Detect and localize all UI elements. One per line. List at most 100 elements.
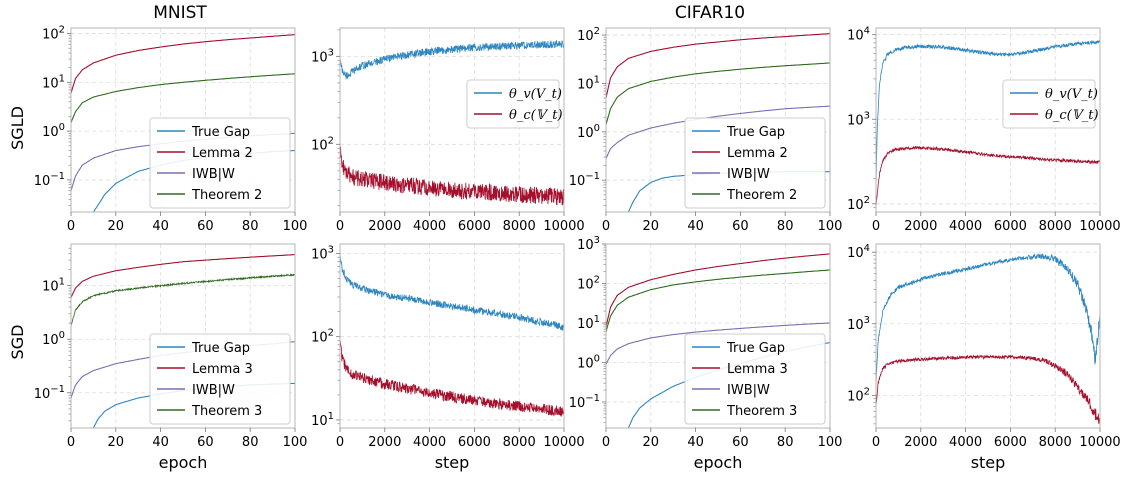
x-tick-label: 20 xyxy=(108,435,125,450)
column-title-cifar10: CIFAR10 xyxy=(675,3,745,23)
y-tick-label: 103 xyxy=(847,315,870,333)
series-line xyxy=(876,253,1100,383)
y-tick-label: 10−1 xyxy=(34,384,65,402)
legend-label: IWB|W xyxy=(192,167,235,182)
series-line xyxy=(606,322,830,365)
x-tick-label: 8000 xyxy=(503,219,536,234)
panel-cifar10-sgd: 0 20 40 60 80 100 10−1 100 101 102 103 epoch True Ga… xyxy=(569,235,843,472)
legend-box xyxy=(466,79,560,129)
x-axis-label: step xyxy=(435,453,470,472)
x-tick-label: 20 xyxy=(108,219,125,234)
x-tick-label: 40 xyxy=(152,219,169,234)
series-line xyxy=(606,105,830,159)
x-tick-label: 10000 xyxy=(543,219,584,234)
axes-frame xyxy=(875,243,1101,429)
x-tick-label: 10000 xyxy=(1079,435,1120,450)
legend-label: True Gap xyxy=(191,125,250,140)
x-tick-label: 100 xyxy=(283,435,308,450)
legend-label: θ_v(V_t) xyxy=(509,87,562,102)
x-tick-label: 100 xyxy=(818,219,843,234)
legend-label: IWB|W xyxy=(727,167,770,182)
legend-label: Lemma 3 xyxy=(727,362,788,377)
series-line xyxy=(340,340,564,417)
x-tick-label: 100 xyxy=(818,435,843,450)
x-tick-label: 20 xyxy=(643,435,660,450)
y-tick-label: 100 xyxy=(577,123,600,141)
x-tick-label: 60 xyxy=(197,435,214,450)
legend: θ_v(V_t) θ_c(𝕍_t) xyxy=(1002,79,1099,129)
x-tick-label: 60 xyxy=(732,435,749,450)
legend-box xyxy=(1002,79,1096,129)
legend: True Gap Lemma 2 IWB|W Theorem 2 xyxy=(149,117,291,209)
panel-mnist-sgld: 0 20 40 60 80 100 10−1 100 101 102 True Gap Lemma 2… xyxy=(34,25,308,234)
legend-label: True Gap xyxy=(191,341,250,356)
series-line xyxy=(71,34,295,94)
legend-label: IWB|W xyxy=(192,383,235,398)
x-tick-label: 8000 xyxy=(503,435,536,450)
y-tick-label: 102 xyxy=(577,26,600,44)
axes-frame xyxy=(339,27,565,213)
y-tick-label: 101 xyxy=(42,73,65,91)
legend-label: True Gap xyxy=(726,341,785,356)
x-tick-label: 2000 xyxy=(368,219,401,234)
y-tick-label: 102 xyxy=(42,25,65,43)
x-tick-label: 0 xyxy=(336,435,344,450)
x-axis-label: step xyxy=(971,453,1006,472)
series-line xyxy=(606,269,830,332)
y-tick-label: 101 xyxy=(42,277,65,295)
legend-box xyxy=(684,333,826,425)
x-tick-label: 40 xyxy=(152,435,169,450)
series-line xyxy=(71,73,295,123)
axes-frame xyxy=(339,243,565,429)
x-tick-label: 6000 xyxy=(458,435,491,450)
y-tick-label: 103 xyxy=(847,110,870,128)
panel-cifar10-sgld: 0 20 40 60 80 100 10−1 100 101 102 True Gap Lemma 2… xyxy=(569,26,843,234)
x-tick-label: 80 xyxy=(777,435,794,450)
legend-box xyxy=(149,333,291,425)
x-tick-label: 4000 xyxy=(949,219,982,234)
axes-frame xyxy=(70,27,296,213)
x-tick-label: 8000 xyxy=(1039,435,1072,450)
y-tick-label: 102 xyxy=(577,275,600,293)
legend-box xyxy=(684,117,826,209)
x-tick-label: 60 xyxy=(197,219,214,234)
x-tick-label: 6000 xyxy=(458,219,491,234)
series-line xyxy=(876,39,1100,190)
x-tick-label: 80 xyxy=(242,219,259,234)
y-tick-label: 102 xyxy=(311,328,334,346)
legend-label: Lemma 2 xyxy=(192,146,253,161)
x-tick-label: 80 xyxy=(242,435,259,450)
y-tick-label: 102 xyxy=(311,135,334,153)
x-axis-label: epoch xyxy=(159,453,208,472)
legend-label: Lemma 3 xyxy=(192,362,253,377)
axes-frame xyxy=(70,243,296,429)
y-tick-label: 101 xyxy=(311,411,334,429)
y-tick-label: 102 xyxy=(847,386,870,404)
legend-label: θ_c(𝕍_t) xyxy=(509,108,563,123)
x-tick-label: 6000 xyxy=(994,435,1027,450)
legend-label: Theorem 3 xyxy=(726,404,797,419)
series-line xyxy=(71,254,295,298)
legend-label: θ_v(V_t) xyxy=(1045,87,1098,102)
x-tick-label: 0 xyxy=(602,435,610,450)
y-tick-label: 101 xyxy=(577,314,600,332)
y-tick-label: 100 xyxy=(577,354,600,372)
x-tick-label: 20 xyxy=(643,219,660,234)
y-tick-label: 103 xyxy=(311,244,334,262)
x-tick-label: 0 xyxy=(67,219,75,234)
x-tick-label: 40 xyxy=(687,435,704,450)
legend-label: Theorem 2 xyxy=(191,188,262,203)
y-tick-label: 102 xyxy=(847,195,870,213)
x-tick-label: 0 xyxy=(336,219,344,234)
x-tick-label: 0 xyxy=(872,435,880,450)
x-tick-label: 6000 xyxy=(994,219,1027,234)
series-line xyxy=(71,273,295,326)
series-line xyxy=(606,253,830,327)
legend: True Gap Lemma 3 IWB|W Theorem 3 xyxy=(149,333,291,425)
x-tick-label: 4000 xyxy=(413,435,446,450)
legend-label: θ_c(𝕍_t) xyxy=(1045,108,1099,123)
panel-mnist-sgd: 0 20 40 60 80 100 10−1 100 101 epoch True Gap Lemma… xyxy=(34,243,308,472)
y-tick-label: 104 xyxy=(847,243,870,261)
